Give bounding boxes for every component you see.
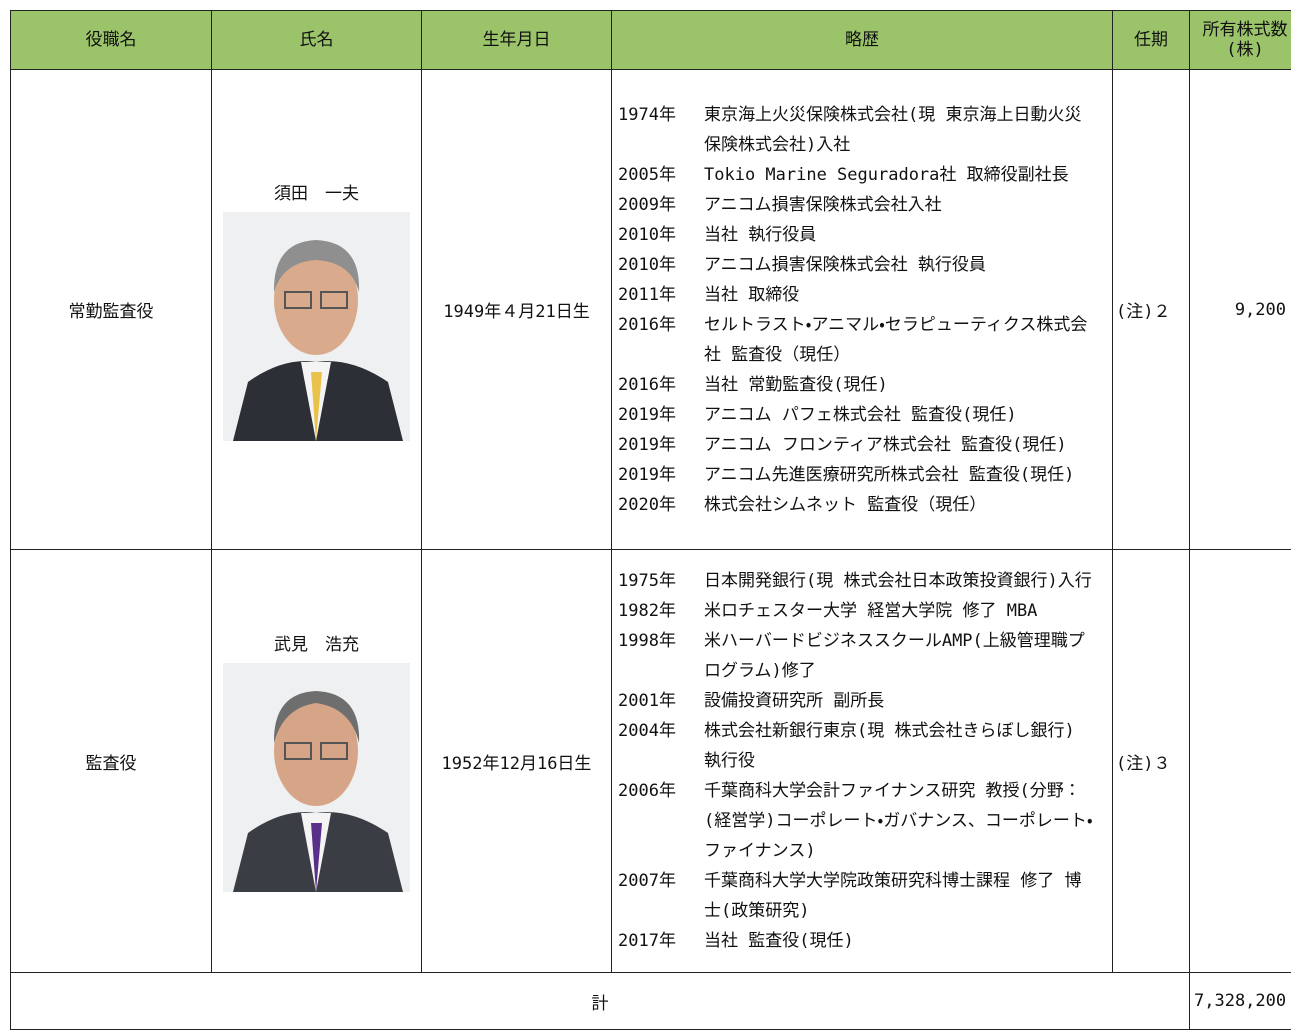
position: 監査役	[10, 549, 212, 973]
career-entry: 2007年 千葉商科大学大学院政策研究科博士課程 修了 博士(政策研究)	[618, 866, 1106, 926]
career-year: 2011年	[618, 284, 676, 305]
career-year: 2007年	[618, 871, 676, 891]
career-text: 千葉商科大学大学院政策研究科博士課程 修了 博士(政策研究)	[704, 871, 1082, 921]
career-text: 米ハーバードビジネススクールAMP(上級管理職プログラム)修了	[704, 631, 1085, 681]
career-year: 2004年	[618, 721, 676, 741]
career-text: 東京海上火災保険株式会社(現 東京海上日動火災保険株式会社)入社	[704, 104, 1082, 155]
career-year: 2017年	[618, 931, 676, 951]
name-cell: 武見 浩充	[211, 549, 422, 973]
career-entry: 2020年 株式会社シムネット 監査役（現任）	[618, 490, 1106, 520]
career-year: 2016年	[618, 374, 676, 395]
header-cell: 役職名	[10, 10, 212, 70]
career-entry: 2017年 当社 監査役(現任)	[618, 926, 1106, 956]
career-year: 1975年	[618, 571, 676, 591]
career-text: 米ロチェスター大学 経営大学院 修了 MBA	[704, 601, 1038, 621]
career-text: 当社 執行役員	[704, 224, 817, 245]
officer-table: 役職名 氏名 生年月日 略歴 任期 所有株式数(株) 常勤監査役 須田 一夫 1…	[10, 10, 1291, 1030]
career-text: 日本開発銀行(現 株式会社日本政策投資銀行)入行	[704, 571, 1092, 591]
career-text: 設備投資研究所 副所長	[704, 691, 885, 711]
birth: 1952年12月16日生	[421, 549, 612, 973]
header-cell: 所有株式数(株)	[1189, 10, 1291, 70]
career-year: 2005年	[618, 164, 676, 185]
career-entry: 1975年 日本開発銀行(現 株式会社日本政策投資銀行)入行	[618, 566, 1106, 596]
row: 監査役 武見 浩充 1952年12月16日生 1975年 日本開発銀行(現 株式会…	[10, 549, 1291, 973]
career: 1975年 日本開発銀行(現 株式会社日本政策投資銀行)入行 1982年 米ロチェスタ…	[611, 549, 1113, 973]
career-text: 当社 監査役(現任)	[704, 931, 854, 951]
career: 1974年 東京海上火災保険株式会社(現 東京海上日動火災保険株式会社)入社 200…	[611, 69, 1113, 550]
photo	[223, 663, 410, 892]
header-cell: 略歴	[611, 10, 1113, 70]
career-entry: 2005年 Tokio Marine Seguradora社 取締役副社長	[618, 160, 1106, 190]
name-cell: 須田 一夫	[211, 69, 422, 550]
career-entry: 2019年 アニコム パフェ株式会社 監査役(現任)	[618, 400, 1106, 430]
header-cell: 氏名	[211, 10, 422, 70]
career-entry: 2001年 設備投資研究所 副所長	[618, 686, 1106, 716]
career-year: 2010年	[618, 224, 676, 245]
career-text: Tokio Marine Seguradora社 取締役副社長	[704, 164, 1069, 185]
position: 常勤監査役	[10, 69, 212, 550]
birth: 1949年４月21日生	[421, 69, 612, 550]
career-year: 2019年	[618, 404, 676, 425]
header-cell: 任期	[1112, 10, 1190, 70]
career-entry: 2011年 当社 取締役	[618, 280, 1106, 310]
term: (注)２	[1112, 69, 1190, 550]
career-text: 当社 取締役	[704, 284, 800, 305]
shares	[1189, 549, 1291, 973]
career-text: 株式会社シムネット 監査役（現任）	[704, 494, 987, 515]
career-text: 千葉商科大学会計ファイナンス研究 教授(分野：(経営学)コーポレート・ガバナンス…	[704, 781, 1093, 861]
career-entry: 2009年 アニコム損害保険株式会社入社	[618, 190, 1106, 220]
career-year: 2020年	[618, 494, 676, 515]
career-text: 当社 常勤監査役(現任)	[704, 374, 888, 395]
career-year: 2019年	[618, 434, 676, 455]
career-entry: 2010年 アニコム損害保険株式会社 執行役員	[618, 250, 1106, 280]
career-text: アニコム パフェ株式会社 監査役(現任)	[704, 404, 1017, 425]
career-text: アニコム フロンティア株式会社 監査役(現任)	[704, 434, 1067, 455]
career-entry: 2010年 当社 執行役員	[618, 220, 1106, 250]
career-text: アニコム先進医療研究所株式会社 監査役(現任)	[704, 464, 1075, 485]
photo	[223, 211, 410, 441]
career-year: 2019年	[618, 464, 676, 485]
career-entry: 1982年 米ロチェスター大学 経営大学院 修了 MBA	[618, 596, 1106, 626]
career-year: 2001年	[618, 691, 676, 711]
total-label: 計	[10, 972, 1190, 1030]
name: 須田 一夫	[274, 183, 359, 204]
row: 常勤監査役 須田 一夫 1949年４月21日生 1974年 東京海上火災保険株式会…	[10, 69, 1291, 550]
total-value: 7,328,200	[1189, 972, 1291, 1030]
career-year: 1982年	[618, 601, 676, 621]
career-entry: 1998年 米ハーバードビジネススクールAMP(上級管理職プログラム)修了	[618, 626, 1106, 686]
career-year: 1998年	[618, 631, 676, 651]
career-entry: 2004年 株式会社新銀行東京(現 株式会社きらぼし銀行) 執行役	[618, 716, 1106, 776]
term: (注)３	[1112, 549, 1190, 973]
shares: 9,200	[1189, 69, 1291, 550]
career-entry: 2019年 アニコム先進医療研究所株式会社 監査役(現任)	[618, 460, 1106, 490]
career-entry: 2006年 千葉商科大学会計ファイナンス研究 教授(分野：(経営学)コーポレート・…	[618, 776, 1106, 866]
header-cell: 生年月日	[421, 10, 612, 70]
career-text: 株式会社新銀行東京(現 株式会社きらぼし銀行) 執行役	[704, 721, 1075, 771]
career-entry: 2019年 アニコム フロンティア株式会社 監査役(現任)	[618, 430, 1106, 460]
career-year: 2016年	[618, 314, 676, 335]
career-year: 2010年	[618, 254, 676, 275]
career-text: セルトラスト・アニマル・セラピューティクス株式会社 監査役（現任）	[704, 314, 1088, 365]
career-year: 2006年	[618, 781, 676, 801]
header-row: 役職名 氏名 生年月日 略歴 任期 所有株式数(株)	[10, 10, 1291, 70]
career-year: 2009年	[618, 194, 676, 215]
career-text: アニコム損害保険株式会社入社	[704, 194, 942, 215]
career-text: アニコム損害保険株式会社 執行役員	[704, 254, 986, 275]
career-entry: 2016年 当社 常勤監査役(現任)	[618, 370, 1106, 400]
name: 武見 浩充	[274, 635, 359, 655]
career-year: 1974年	[618, 104, 676, 125]
career-entry: 1974年 東京海上火災保険株式会社(現 東京海上日動火災保険株式会社)入社	[618, 100, 1106, 160]
total-row: 計 7,328,200	[10, 972, 1291, 1030]
career-entry: 2016年 セルトラスト・アニマル・セラピューティクス株式会社 監査役（現任）	[618, 310, 1106, 370]
